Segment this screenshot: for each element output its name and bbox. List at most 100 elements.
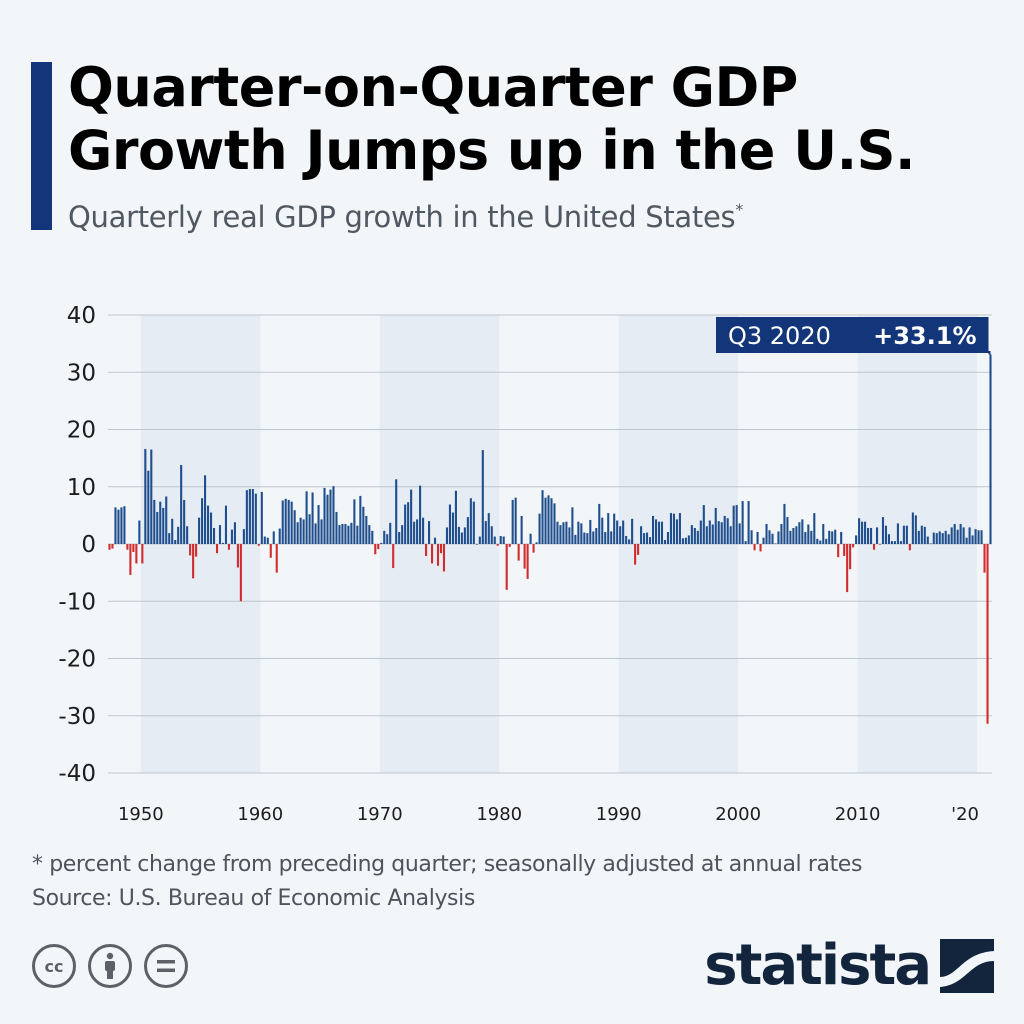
gdp-bar: [938, 531, 941, 544]
gdp-bar: [496, 544, 499, 546]
statista-logo[interactable]: statista: [704, 936, 994, 996]
gdp-bar: [723, 515, 726, 544]
y-tick-label: 10: [67, 475, 96, 501]
gdp-bar: [553, 503, 556, 544]
gdp-bar: [884, 525, 888, 544]
gdp-bar: [475, 544, 478, 545]
gdp-bar: [425, 544, 428, 557]
footnote-text: * percent change from preceding quarter;…: [32, 852, 863, 877]
gdp-bar: [180, 464, 183, 544]
gdp-bar: [834, 529, 837, 544]
x-tick-label: 1970: [357, 804, 403, 825]
gdp-bar: [744, 541, 747, 544]
gdp-bar: [783, 503, 786, 544]
gdp-bar: [209, 512, 213, 544]
gdp-bar: [711, 524, 714, 544]
gdp-bar: [239, 544, 242, 602]
gdp-bar: [227, 544, 230, 550]
gdp-bar: [356, 525, 359, 544]
gdp-bar: [526, 544, 529, 579]
gdp-bar: [251, 489, 254, 544]
gdp-bar: [201, 498, 204, 544]
gdp-bar: [281, 500, 284, 544]
gdp-bar: [410, 489, 413, 544]
gdp-bar: [275, 544, 278, 573]
gdp-bar: [254, 493, 257, 544]
gdp-bar: [374, 544, 377, 555]
gdp-bar: [550, 498, 553, 544]
gdp-bar: [132, 544, 135, 553]
gdp-bar: [610, 531, 613, 544]
gdp-bar: [947, 534, 950, 544]
gdp-bar: [980, 530, 983, 544]
gdp-bar: [750, 530, 753, 544]
gdp-bar: [308, 514, 311, 544]
gdp-bar: [989, 354, 992, 544]
gdp-bar: [675, 519, 678, 544]
subtitle-footnote-mark: *: [735, 200, 744, 219]
title-line-1: Quarter-on-Quarter GDP: [68, 56, 798, 119]
license-icons: cc: [32, 944, 188, 988]
gdp-bar: [472, 501, 475, 544]
gdp-bar: [174, 539, 177, 544]
gdp-bar: [398, 531, 401, 544]
gdp-bar: [547, 495, 550, 544]
gdp-bar: [233, 522, 236, 544]
cc-icon[interactable]: cc: [32, 944, 76, 988]
gdp-bar: [881, 517, 885, 544]
gdp-bar: [774, 543, 777, 545]
gdp-bar: [344, 523, 347, 544]
gdp-bar: [215, 544, 219, 554]
gdp-bar: [284, 498, 287, 544]
y-tick-label: 30: [67, 360, 96, 386]
y-tick-label: 40: [67, 303, 96, 329]
gdp-bar: [855, 535, 858, 544]
no-derivatives-icon[interactable]: [144, 944, 188, 988]
gdp-bar: [129, 544, 132, 575]
attribution-icon[interactable]: [88, 944, 132, 988]
gdp-bar: [753, 544, 756, 551]
gdp-bar: [347, 525, 350, 544]
gdp-bar: [777, 531, 780, 544]
gdp-bar: [786, 517, 789, 544]
gdp-bar: [637, 544, 640, 555]
gdp-bar: [896, 523, 899, 544]
gdp-bar: [559, 525, 562, 544]
gdp-bar: [681, 538, 684, 544]
gdp-bar: [726, 518, 729, 544]
gdp-bar: [914, 515, 917, 544]
gdp-bar: [741, 501, 744, 544]
gdp-bar: [601, 517, 604, 544]
gdp-bar: [389, 522, 392, 544]
gdp-bar: [505, 544, 508, 590]
gdp-bar: [837, 544, 840, 558]
gdp-bar: [278, 528, 281, 544]
gdp-bar: [159, 501, 162, 544]
gdp-bar: [147, 470, 150, 544]
gdp-bar: [962, 527, 965, 544]
gdp-bar: [804, 531, 807, 544]
gdp-bar: [242, 529, 245, 544]
gdp-bar: [986, 544, 989, 724]
gdp-bar: [923, 526, 926, 544]
gdp-bar: [290, 501, 293, 544]
gdp-bar: [732, 505, 735, 544]
gdp-bar: [517, 544, 520, 561]
gdp-bar: [117, 509, 120, 544]
gdp-bar: [628, 539, 631, 544]
gdp-bar: [257, 544, 260, 546]
gdp-bar: [266, 537, 269, 544]
gdp-bar: [702, 505, 705, 544]
gdp-bar: [729, 526, 732, 544]
gdp-bar: [911, 512, 914, 544]
gdp-bar: [696, 530, 699, 544]
chart-title: Quarter-on-Quarter GDP Growth Jumps up i…: [68, 56, 916, 182]
gdp-bar: [457, 526, 460, 544]
gdp-bar: [801, 519, 804, 544]
gdp-bar: [613, 513, 616, 544]
gdp-bar: [341, 523, 344, 544]
gdp-bar: [905, 525, 908, 544]
gdp-bar: [699, 520, 702, 544]
gdp-bar: [780, 523, 783, 544]
gdp-bar: [822, 523, 825, 544]
